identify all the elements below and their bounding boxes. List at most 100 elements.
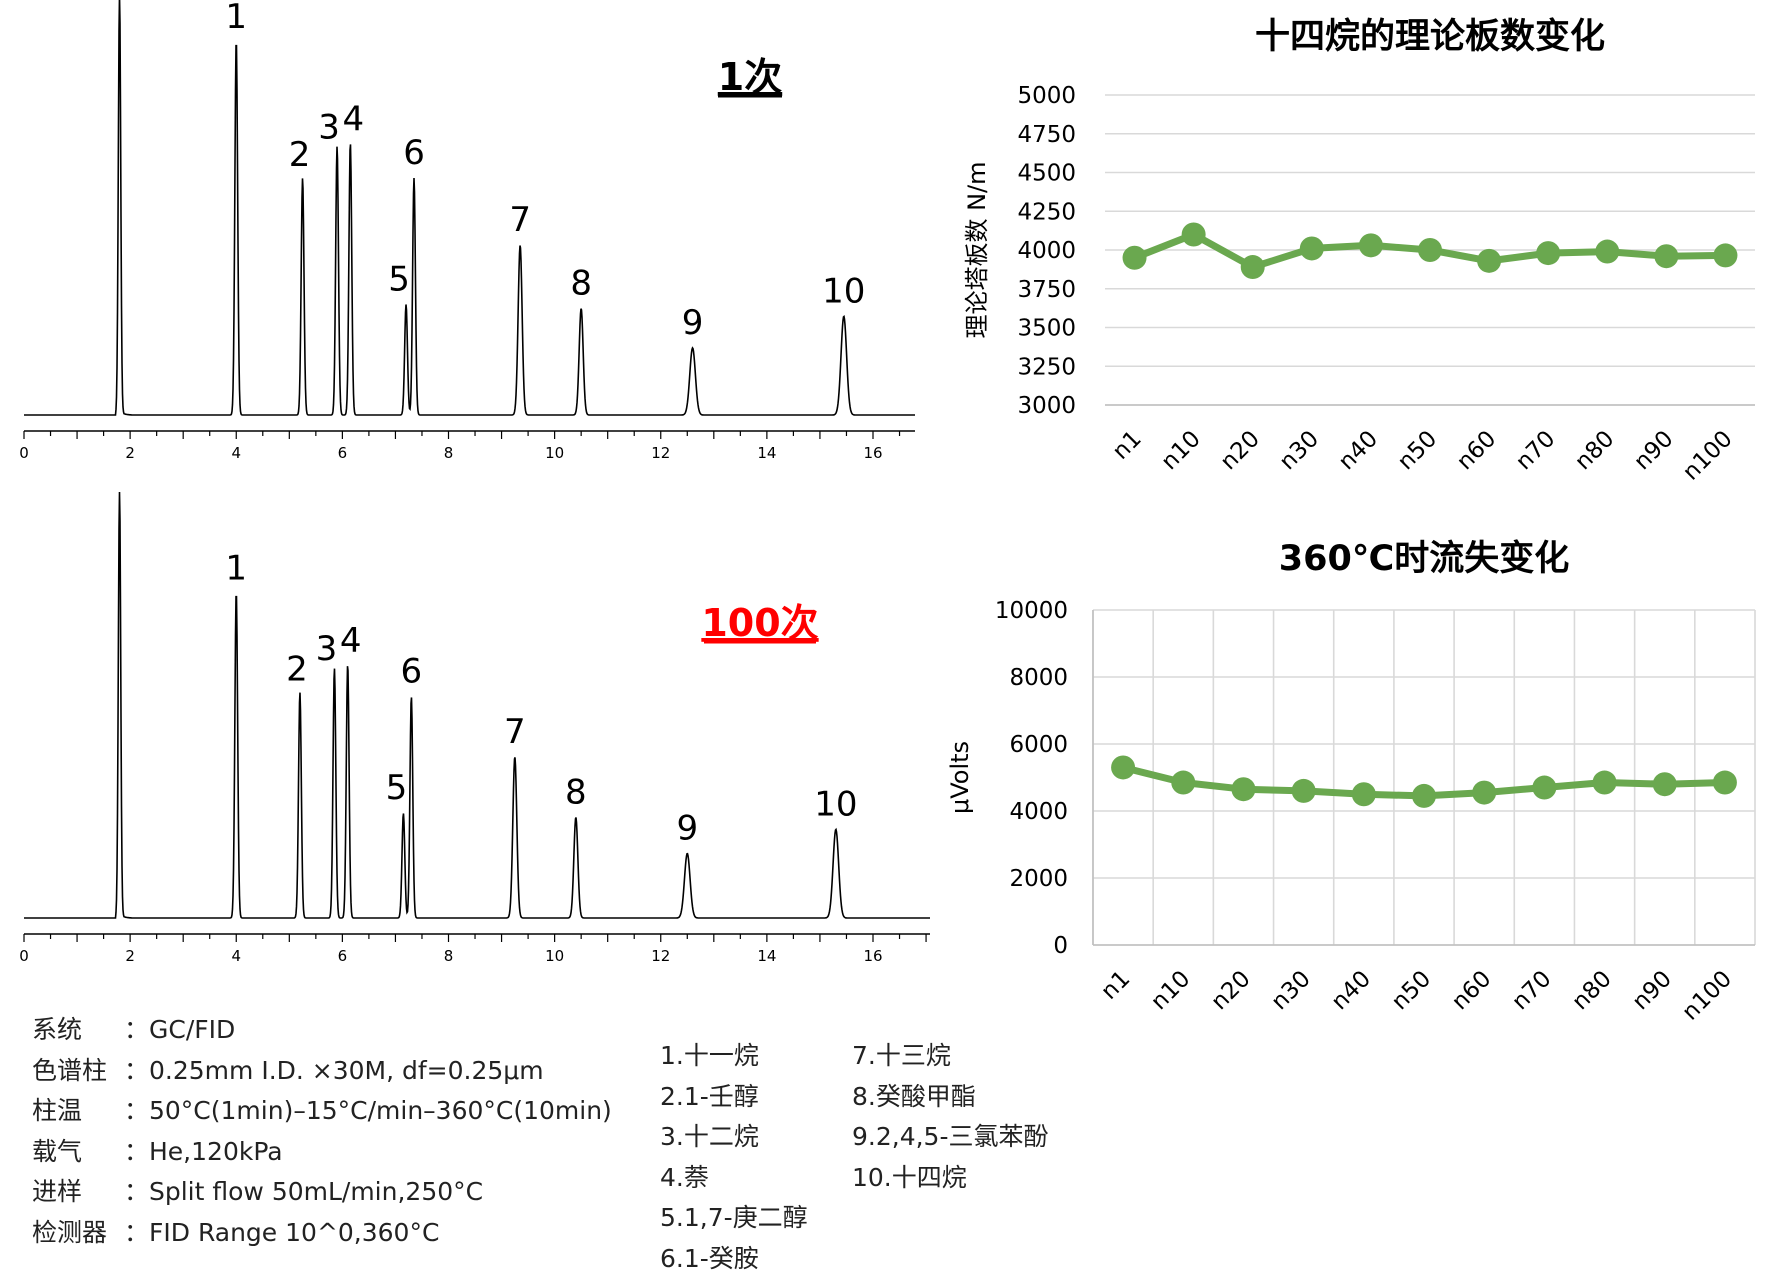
- data-point: [1231, 777, 1255, 801]
- condition-label: 载气: [32, 1132, 124, 1173]
- peak-label: 2: [286, 649, 308, 689]
- x-tick-label: 4: [231, 947, 241, 965]
- condition-value: ：GC/FID: [124, 1010, 235, 1051]
- x-tick-label: 10: [545, 947, 564, 965]
- data-point: [1352, 782, 1376, 806]
- condition-label: 柱温: [32, 1091, 124, 1132]
- compound-item: 6.1-癸胺: [660, 1239, 808, 1279]
- x-category-label: n10: [1146, 966, 1195, 1015]
- condition-row-oven: 柱温：50°C(1min)–15°C/min–360°C(10min): [32, 1091, 612, 1132]
- condition-row-injection: 进样：Split flow 50mL/min,250°C: [32, 1172, 612, 1213]
- x-category-label: n10: [1156, 426, 1205, 475]
- y-tick-label: 4000: [1009, 799, 1068, 825]
- y-tick-label: 3750: [1017, 277, 1076, 303]
- y-tick-label: 5000: [1017, 83, 1076, 109]
- peak-label: 6: [403, 133, 425, 173]
- y-tick-label: 3000: [1017, 393, 1076, 419]
- data-point: [1477, 249, 1501, 273]
- condition-row-column: 色谱柱：0.25mm I.D. ×30M, df=0.25μm: [32, 1051, 612, 1092]
- data-point: [1123, 246, 1147, 270]
- x-tick-label: 0: [19, 444, 29, 462]
- condition-label: 进样: [32, 1172, 124, 1213]
- x-category-label: n60: [1447, 966, 1496, 1015]
- peak-label: 6: [401, 651, 423, 691]
- x-tick-label: 2: [125, 947, 135, 965]
- x-tick-label: 14: [757, 444, 776, 462]
- x-category-label: n80: [1567, 966, 1616, 1015]
- peak-label: 8: [565, 772, 587, 812]
- x-tick-label: 6: [338, 444, 348, 462]
- peak-label: 4: [343, 99, 365, 139]
- x-tick-label: 4: [231, 444, 241, 462]
- x-category-label: n90: [1628, 966, 1677, 1015]
- peak-label: 7: [509, 200, 531, 240]
- data-point: [1241, 255, 1265, 279]
- x-category-label: n20: [1216, 426, 1265, 475]
- compound-item: 8.癸酸甲酯: [852, 1077, 1049, 1118]
- data-point: [1713, 771, 1737, 795]
- x-category-label: n40: [1334, 426, 1383, 475]
- x-tick-label: 8: [444, 444, 454, 462]
- x-tick-label: 14: [757, 947, 776, 965]
- compound-item: 7.十三烷: [852, 1036, 1049, 1077]
- data-point: [1653, 772, 1677, 796]
- y-tick-label: 10000: [995, 598, 1068, 624]
- x-category-label: n100: [1677, 966, 1737, 1026]
- conditions-panel: 系统：GC/FID 色谱柱：0.25mm I.D. ×30M, df=0.25μ…: [32, 1010, 612, 1253]
- x-tick-label: 16: [863, 444, 882, 462]
- x-tick-label: 10: [545, 444, 564, 462]
- data-point: [1532, 776, 1556, 800]
- x-category-label: n30: [1275, 426, 1324, 475]
- peak-label: 3: [316, 629, 338, 669]
- y-tick-label: 4750: [1017, 122, 1076, 148]
- y-tick-label: 3500: [1017, 316, 1076, 342]
- peak-label: 5: [388, 259, 410, 299]
- compound-item: 3.十二烷: [660, 1117, 808, 1158]
- condition-value: ：0.25mm I.D. ×30M, df=0.25μm: [124, 1051, 544, 1092]
- compound-list-1: 1.十一烷 2.1-壬醇 3.十二烷 4.萘 5.1,7-庚二醇 6.1-癸胺: [660, 1036, 808, 1279]
- data-point: [1359, 233, 1383, 257]
- data-point: [1182, 223, 1206, 247]
- data-point: [1654, 244, 1678, 268]
- condition-row-detector: 检测器：FID Range 10^0,360°C: [32, 1213, 612, 1254]
- x-category-label: n80: [1570, 426, 1619, 475]
- y-axis-label: 理论塔板数 N/m: [963, 161, 991, 338]
- x-category-label: n60: [1452, 426, 1501, 475]
- data-point: [1292, 779, 1316, 803]
- peak-label: 3: [318, 107, 340, 147]
- condition-label: 检测器: [32, 1213, 124, 1254]
- y-tick-label: 4000: [1017, 238, 1076, 264]
- peak-label: 9: [682, 303, 704, 343]
- x-tick-label: 0: [19, 947, 29, 965]
- x-category-label: n100: [1678, 426, 1738, 486]
- y-tick-label: 6000: [1009, 732, 1068, 758]
- condition-label: 色谱柱: [32, 1051, 124, 1092]
- compound-list-2: 7.十三烷 8.癸酸甲酯 9.2,4,5-三氯苯酚 10.十四烷: [852, 1036, 1049, 1198]
- y-axis-label: μVolts: [946, 741, 974, 814]
- peak-label: 10: [814, 784, 857, 824]
- x-category-label: n20: [1206, 966, 1255, 1015]
- data-point: [1418, 238, 1442, 262]
- condition-value: ：He,120kPa: [124, 1132, 283, 1173]
- data-point: [1171, 771, 1195, 795]
- data-point: [1111, 755, 1135, 779]
- data-point: [1536, 241, 1560, 265]
- peak-label: 10: [822, 271, 865, 311]
- x-category-label: n50: [1387, 966, 1436, 1015]
- peak-label: 5: [386, 768, 408, 808]
- compound-item: 1.十一烷: [660, 1036, 808, 1077]
- run-count-label: 1次: [718, 55, 782, 99]
- condition-value: ：50°C(1min)–15°C/min–360°C(10min): [124, 1091, 612, 1132]
- peak-label: 4: [340, 621, 362, 661]
- peak-label: 8: [570, 263, 592, 303]
- y-tick-label: 2000: [1009, 866, 1068, 892]
- condition-row-system: 系统：GC/FID: [32, 1010, 612, 1051]
- peak-label: 9: [676, 809, 698, 849]
- data-point: [1595, 240, 1619, 264]
- x-tick-label: 12: [651, 947, 670, 965]
- peak-label: 2: [289, 135, 311, 175]
- compound-item: 4.萘: [660, 1158, 808, 1199]
- condition-row-carrier: 载气：He,120kPa: [32, 1132, 612, 1173]
- data-point: [1713, 243, 1737, 267]
- y-tick-label: 8000: [1009, 665, 1068, 691]
